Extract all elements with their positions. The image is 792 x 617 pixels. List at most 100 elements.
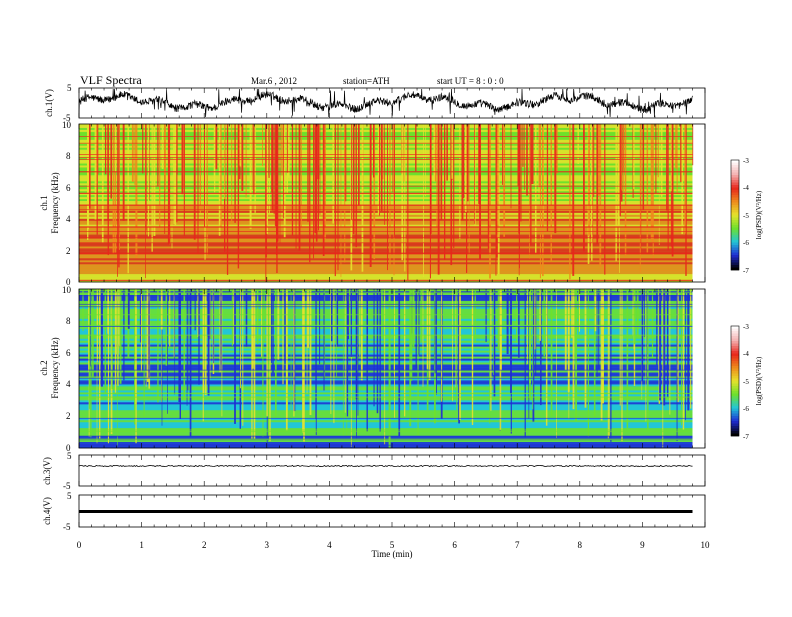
sferic-spike bbox=[685, 124, 687, 276]
sferic-spike bbox=[266, 124, 268, 234]
frequency-band bbox=[79, 400, 693, 403]
frequency-band bbox=[79, 412, 693, 415]
band-line bbox=[79, 290, 693, 292]
frequency-band bbox=[79, 226, 693, 229]
sferic-spike bbox=[412, 289, 415, 347]
frequency-band bbox=[79, 155, 693, 158]
sferic-spike bbox=[640, 124, 642, 197]
sferic-spike bbox=[175, 124, 177, 168]
frequency-band bbox=[79, 304, 693, 308]
sferic-spike bbox=[404, 124, 406, 272]
sferic-spike bbox=[117, 124, 118, 277]
band-line bbox=[79, 204, 693, 206]
sferic-spike bbox=[176, 124, 178, 223]
band-line bbox=[79, 252, 693, 254]
sferic-spike bbox=[522, 124, 524, 167]
frequency-band bbox=[79, 175, 693, 178]
sferic-spike bbox=[263, 289, 265, 343]
band-line bbox=[79, 292, 693, 294]
sferic-spike bbox=[596, 289, 598, 377]
band-line bbox=[79, 396, 693, 398]
band-line bbox=[79, 324, 693, 326]
sferic-spike bbox=[342, 289, 344, 437]
frequency-band bbox=[79, 352, 693, 355]
sferic-spike bbox=[401, 124, 404, 261]
colorbar-step bbox=[731, 388, 739, 392]
frequency-band bbox=[79, 436, 693, 439]
sferic-spike bbox=[307, 124, 309, 222]
colorbar-step bbox=[731, 378, 739, 382]
sferic-spike bbox=[253, 289, 256, 439]
sferic-spike bbox=[493, 289, 496, 397]
ch2-cbar-tick-neg3: -3 bbox=[743, 323, 749, 331]
sferic-spike bbox=[111, 289, 113, 389]
frequency-band bbox=[79, 424, 693, 427]
colorbar-step bbox=[731, 165, 739, 168]
colorbar-step bbox=[731, 333, 739, 337]
sferic-spike bbox=[535, 124, 537, 254]
sferic-spike bbox=[268, 124, 270, 178]
frequency-band bbox=[79, 418, 693, 421]
sferic-spike bbox=[596, 124, 599, 245]
colorbar-step bbox=[731, 255, 739, 258]
sferic-spike bbox=[436, 124, 439, 169]
sferic-spike bbox=[118, 124, 120, 268]
frequency-band bbox=[79, 256, 693, 259]
colorbar-step bbox=[731, 391, 739, 394]
ch1-freq-tick-4: 4 bbox=[66, 214, 71, 224]
sferic-spike bbox=[167, 124, 170, 245]
sferic-spike bbox=[681, 289, 682, 426]
sferic-spike bbox=[571, 289, 573, 338]
frequency-band bbox=[79, 195, 693, 198]
x-tick-label: 5 bbox=[390, 540, 395, 550]
sferic-spike bbox=[441, 289, 443, 402]
sferic-spike bbox=[645, 289, 647, 422]
ch1-colorbar: -3 -4 -5 -6 -7 log(PSD)(V²/Hz) bbox=[730, 157, 763, 275]
sferic-spike bbox=[651, 124, 654, 242]
frequency-band bbox=[79, 171, 693, 174]
sferic-spike bbox=[462, 124, 465, 198]
sferic-spike bbox=[658, 124, 660, 245]
sferic-spike bbox=[465, 124, 467, 212]
sferic-spike bbox=[298, 124, 301, 251]
sferic-spike bbox=[161, 124, 164, 169]
sferic-spike bbox=[619, 124, 621, 217]
sferic-spike bbox=[647, 289, 649, 429]
sferic-spike bbox=[575, 289, 577, 421]
frequency-band bbox=[79, 128, 693, 131]
sferic-spike bbox=[127, 289, 130, 329]
colorbar-step bbox=[731, 418, 739, 422]
sferic-spike bbox=[434, 124, 436, 182]
sferic-spike bbox=[276, 124, 279, 242]
sferic-spike bbox=[468, 124, 470, 255]
sferic-spike bbox=[496, 124, 499, 238]
frequency-band bbox=[79, 428, 693, 431]
sferic-spike bbox=[528, 289, 530, 419]
frequency-band bbox=[79, 212, 693, 216]
colorbar-step bbox=[731, 200, 739, 203]
frequency-band bbox=[79, 322, 693, 326]
frequency-band bbox=[79, 181, 693, 184]
sferic-spike bbox=[167, 289, 168, 414]
ch1-colorbar-frame bbox=[730, 159, 740, 271]
frequency-band bbox=[79, 360, 693, 363]
sferic-spike bbox=[207, 289, 210, 337]
sferic-spike bbox=[657, 124, 659, 178]
sferic-spike bbox=[680, 124, 682, 183]
colorbar-step bbox=[731, 225, 739, 228]
ch1-ytick-neg5: -5 bbox=[63, 113, 71, 123]
sferic-spike bbox=[384, 289, 386, 445]
colorbar-step bbox=[731, 257, 739, 261]
frequency-band bbox=[79, 368, 693, 371]
frequency-band bbox=[79, 228, 693, 231]
colorbar-step bbox=[731, 358, 739, 362]
band-line bbox=[79, 193, 693, 194]
sferic-spike bbox=[110, 124, 112, 199]
sferic-spike bbox=[608, 289, 610, 436]
x-tick-label: 3 bbox=[265, 540, 270, 550]
sferic-spike bbox=[165, 289, 168, 366]
frequency-band bbox=[79, 354, 693, 357]
sferic-spike bbox=[633, 124, 635, 190]
colorbar-step bbox=[731, 245, 739, 248]
ch1-spectrogram-ticks bbox=[78, 124, 706, 282]
